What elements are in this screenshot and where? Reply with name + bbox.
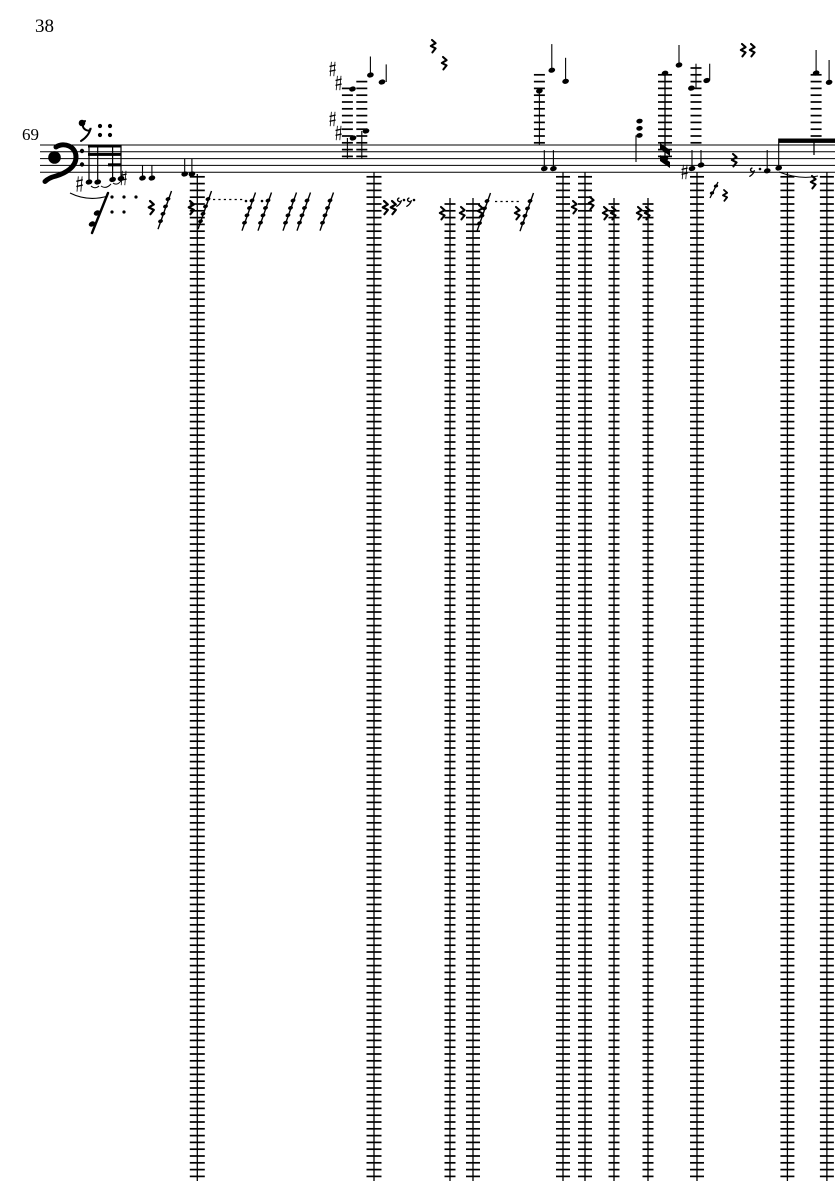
svg-text:69: 69 <box>22 125 39 144</box>
svg-text:38: 38 <box>35 16 54 37</box>
